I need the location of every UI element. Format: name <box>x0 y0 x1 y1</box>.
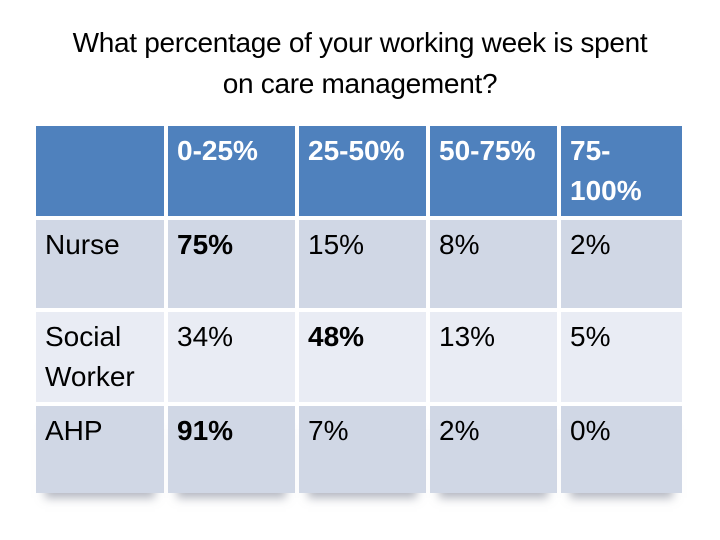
column-header-0-25: 0-25% <box>168 126 295 216</box>
table-row-ahp: AHP 91% 7% 2% 0% <box>36 406 682 493</box>
cell-nurse-50-75: 8% <box>430 220 557 308</box>
column-header-50-75: 50-75% <box>430 126 557 216</box>
column-header-75-100: 75-100% <box>561 126 682 216</box>
slide-title: What percentage of your working week is … <box>0 22 720 104</box>
column-header-25-50: 25-50% <box>299 126 426 216</box>
cell-social-75-100: 5% <box>561 312 682 402</box>
header-row: 0-25% 25-50% 50-75% 75-100% <box>36 126 682 216</box>
header-cell-empty <box>36 126 164 216</box>
cell-social-25-50: 48% <box>299 312 426 402</box>
cell-ahp-75-100: 0% <box>561 406 682 493</box>
cell-nurse-0-25: 75% <box>168 220 295 308</box>
cell-ahp-0-25: 91% <box>168 406 295 493</box>
table-row-nurse: Nurse 75% 15% 8% 2% <box>36 220 682 308</box>
cell-nurse-75-100: 2% <box>561 220 682 308</box>
row-label-nurse: Nurse <box>36 220 164 308</box>
cell-social-0-25: 34% <box>168 312 295 402</box>
cell-ahp-25-50: 7% <box>299 406 426 493</box>
results-table: 0-25% 25-50% 50-75% 75-100% Nurse 75% 15… <box>32 122 686 497</box>
row-label-social-worker: Social Worker <box>36 312 164 402</box>
table-row-social-worker: Social Worker 34% 48% 13% 5% <box>36 312 682 402</box>
slide-title-line-2: on care management? <box>222 68 498 99</box>
cell-nurse-25-50: 15% <box>299 220 426 308</box>
cell-ahp-50-75: 2% <box>430 406 557 493</box>
cell-social-50-75: 13% <box>430 312 557 402</box>
slide-title-line-1: What percentage of your working week is … <box>72 27 648 58</box>
row-label-ahp: AHP <box>36 406 164 493</box>
